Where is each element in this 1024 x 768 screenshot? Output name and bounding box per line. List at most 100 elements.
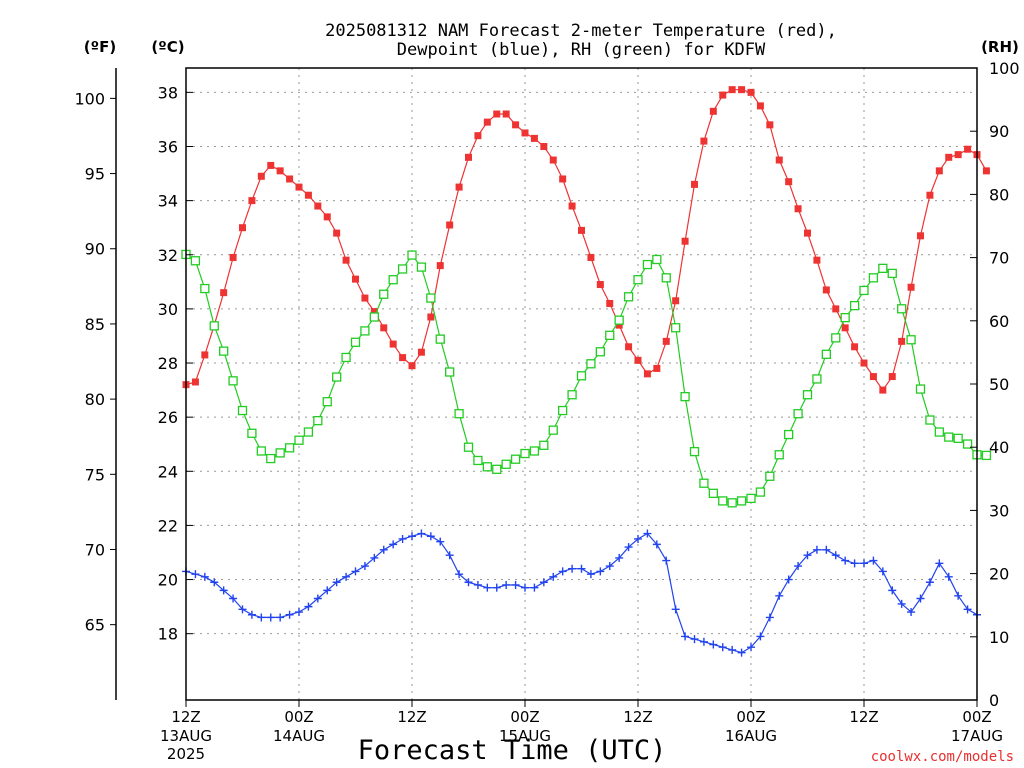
- temperature-point: [596, 281, 604, 289]
- rh-point: [689, 446, 700, 457]
- dewpoint-point: [954, 591, 963, 600]
- temperature-point: [813, 256, 821, 264]
- rh-point: [237, 405, 248, 416]
- dewpoint-point: [436, 537, 445, 546]
- temperature-point: [455, 183, 463, 191]
- dewpoint-point: [652, 540, 661, 549]
- dewpoint-point: [276, 613, 285, 622]
- temperature-point: [446, 221, 454, 229]
- celsius-tick-label: 28: [158, 354, 178, 373]
- rh-point: [746, 493, 756, 504]
- rh-point: [275, 448, 285, 458]
- dewpoint-point: [464, 578, 473, 587]
- dewpoint-point: [615, 553, 624, 562]
- rh-point: [849, 300, 860, 311]
- rh-point: [962, 439, 973, 449]
- temperature-point: [907, 283, 915, 291]
- temperature-point: [888, 373, 896, 381]
- rh-point: [802, 390, 813, 400]
- rh-point: [680, 391, 690, 402]
- dewpoint-point: [662, 556, 671, 565]
- temperature-point: [954, 151, 962, 159]
- dewpoint-point: [370, 553, 379, 562]
- rh-tick-label: 60: [989, 312, 1009, 331]
- temperature-point: [408, 362, 416, 370]
- dewpoint-point: [775, 591, 784, 600]
- dewpoint-point: [257, 613, 266, 622]
- temperature-point: [333, 229, 341, 237]
- dewpoint-point: [351, 567, 360, 576]
- rh-point: [727, 498, 737, 508]
- rh-point: [586, 359, 596, 369]
- dewpoint-point: [756, 632, 765, 641]
- temperature-point: [935, 167, 943, 175]
- dewpoint-point: [831, 551, 840, 560]
- dewpoint-point: [219, 586, 228, 595]
- temperature-point: [191, 378, 199, 386]
- celsius-unit-label: (ºC): [151, 38, 184, 56]
- rh-point: [520, 448, 530, 459]
- dewpoint-point: [266, 613, 275, 622]
- dewpoint-point: [511, 580, 520, 589]
- x-tick-label: 12Z: [397, 708, 426, 726]
- temperature-point: [926, 191, 934, 199]
- dewpoint-point: [709, 640, 718, 649]
- dewpoint-line: [185, 532, 978, 654]
- fahrenheit-tick-label: 90: [85, 240, 105, 259]
- x-tick-date: 17AUG: [951, 727, 1003, 745]
- dewpoint-point: [963, 605, 972, 614]
- rh-point: [793, 409, 803, 419]
- rh-point: [529, 446, 540, 456]
- temperature-point: [822, 286, 830, 294]
- rh-point: [887, 268, 897, 279]
- rh-point: [209, 321, 219, 331]
- temperature-point: [229, 253, 237, 261]
- rh-point: [840, 312, 850, 323]
- dewpoint-point: [539, 578, 548, 587]
- rh-point: [652, 254, 662, 265]
- temperature-point: [342, 256, 350, 264]
- rh-point: [755, 487, 766, 497]
- temperature-point: [361, 294, 369, 302]
- temperature-point: [276, 167, 284, 175]
- temperature-point: [653, 364, 661, 372]
- fahrenheit-tick-label: 95: [85, 165, 105, 184]
- temperature-point: [794, 205, 802, 213]
- temperature-point: [898, 337, 906, 345]
- dewpoint-point: [229, 594, 238, 603]
- temperature-line: [185, 89, 987, 392]
- celsius-tick-label: 36: [158, 137, 178, 156]
- x-tick-date: 16AUG: [725, 727, 777, 745]
- rh-point: [247, 428, 257, 438]
- rh-point: [576, 371, 587, 381]
- rh-point: [407, 250, 417, 260]
- rh-point: [313, 416, 323, 426]
- dewpoint-point: [445, 551, 454, 560]
- temperature-point: [709, 107, 717, 115]
- rh-point: [435, 334, 445, 344]
- temperature-point: [201, 351, 209, 359]
- temperature-point: [352, 275, 359, 283]
- rh-point: [388, 275, 398, 285]
- dewpoint-point: [379, 545, 388, 554]
- rh-point: [859, 285, 869, 296]
- rh-point: [774, 450, 784, 460]
- temperature-point: [549, 156, 557, 164]
- temperature-point: [512, 121, 520, 129]
- rh-point: [266, 453, 276, 464]
- dewpoint-point: [794, 562, 803, 571]
- temperature-point: [606, 299, 614, 307]
- rh-point: [228, 376, 238, 386]
- rh-point: [379, 289, 389, 299]
- fahrenheit-unit-label: (ºF): [84, 38, 116, 56]
- celsius-tick-label: 26: [158, 408, 178, 427]
- dewpoint-point: [765, 613, 774, 622]
- temperature-point: [775, 156, 783, 164]
- temperature-point: [738, 86, 746, 94]
- temperature-point: [248, 197, 256, 205]
- dewpoint-point: [549, 572, 558, 581]
- fahrenheit-tick-label: 100: [74, 89, 105, 108]
- x-tick-label: 00Z: [962, 708, 991, 726]
- rh-point: [332, 372, 342, 382]
- temperature-point: [691, 180, 698, 188]
